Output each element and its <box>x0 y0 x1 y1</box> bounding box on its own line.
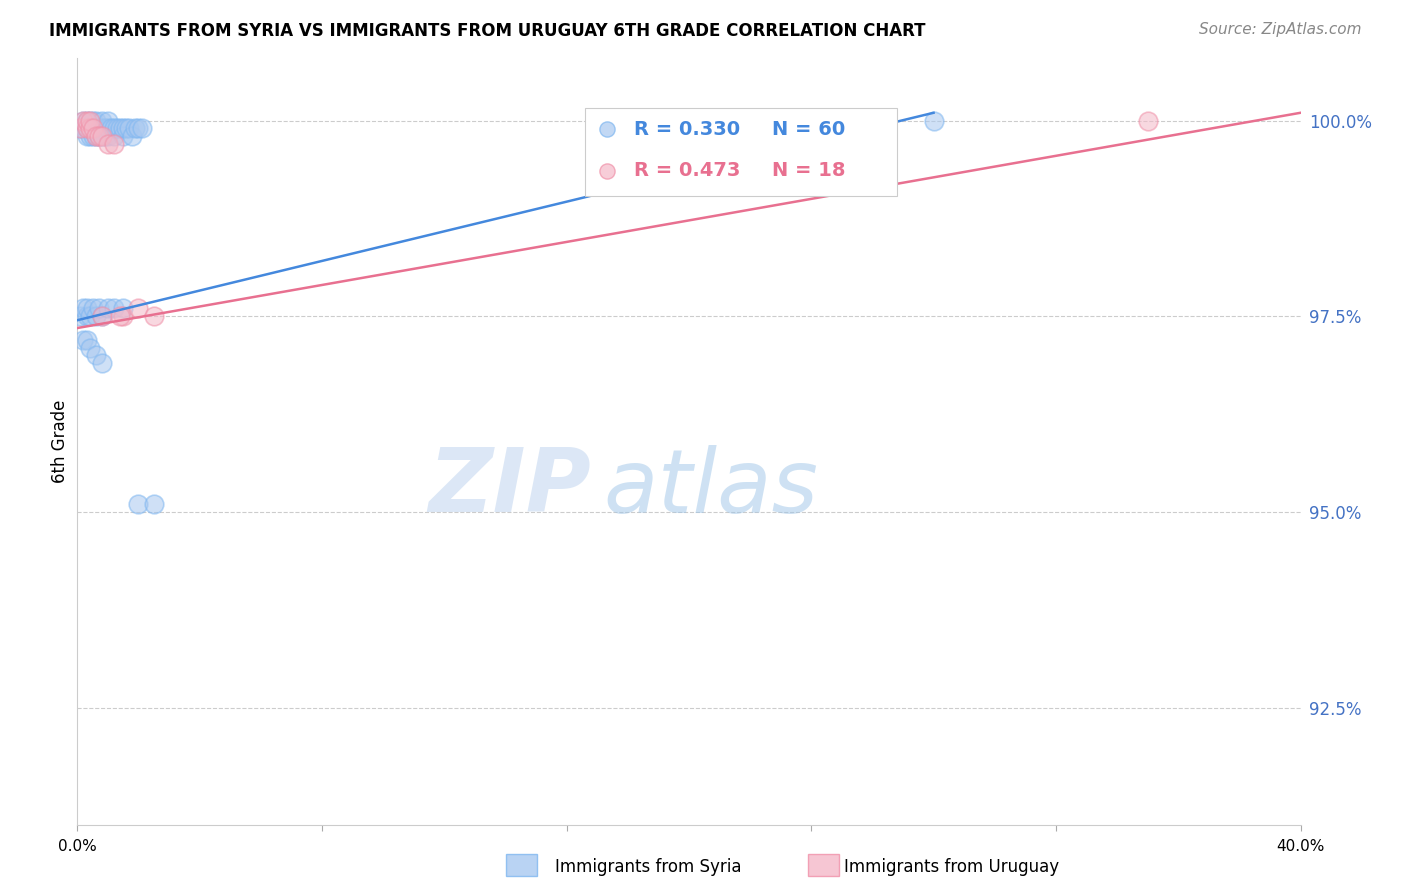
Point <box>94 129 117 144</box>
Text: Immigrants from Syria: Immigrants from Syria <box>555 858 742 876</box>
Point <box>82 301 104 316</box>
Point <box>69 121 91 136</box>
Text: R = 0.330: R = 0.330 <box>634 120 740 139</box>
Point <box>84 121 107 136</box>
Point <box>90 310 112 324</box>
Point <box>127 121 149 136</box>
Point <box>115 121 138 136</box>
Point <box>103 121 125 136</box>
Text: R = 0.473: R = 0.473 <box>634 161 741 180</box>
Point <box>87 301 110 316</box>
Point <box>82 113 104 128</box>
Point <box>97 137 120 152</box>
Point <box>76 301 98 316</box>
Point <box>79 129 101 144</box>
Bar <box>808 854 839 876</box>
Point <box>76 129 98 144</box>
Point <box>100 121 122 136</box>
Point <box>90 129 112 144</box>
Point <box>82 121 104 136</box>
Point <box>105 121 128 136</box>
Point <box>84 113 107 128</box>
Point <box>1391 841 1406 855</box>
Text: N = 60: N = 60 <box>772 120 845 139</box>
Point <box>131 121 153 136</box>
Point <box>76 113 98 128</box>
Point <box>121 129 143 144</box>
Point <box>72 301 94 316</box>
Point <box>79 121 101 136</box>
Point <box>79 113 101 128</box>
Point <box>108 310 131 324</box>
Point <box>87 121 110 136</box>
Y-axis label: 6th Grade: 6th Grade <box>51 400 69 483</box>
Text: N = 18: N = 18 <box>772 161 845 180</box>
Point <box>112 301 135 316</box>
Point <box>922 113 945 128</box>
Point <box>82 129 104 144</box>
Point <box>112 310 135 324</box>
Point <box>76 333 98 347</box>
Point <box>103 129 125 144</box>
Point <box>72 113 94 128</box>
Point <box>84 129 107 144</box>
Point <box>127 301 149 316</box>
Point <box>79 121 101 136</box>
Point <box>90 113 112 128</box>
Text: IMMIGRANTS FROM SYRIA VS IMMIGRANTS FROM URUGUAY 6TH GRADE CORRELATION CHART: IMMIGRANTS FROM SYRIA VS IMMIGRANTS FROM… <box>49 22 925 40</box>
Point <box>84 129 107 144</box>
Point <box>76 310 98 324</box>
Point <box>72 333 94 347</box>
Point <box>142 310 165 324</box>
Point <box>90 310 112 324</box>
Point <box>103 301 125 316</box>
Point <box>112 129 135 144</box>
Point <box>72 113 94 128</box>
Point <box>94 121 117 136</box>
Point <box>112 121 135 136</box>
Point <box>124 121 146 136</box>
Point <box>76 121 98 136</box>
Point <box>90 129 112 144</box>
Point <box>142 497 165 511</box>
Point <box>108 121 131 136</box>
Point <box>87 129 110 144</box>
Point <box>72 121 94 136</box>
Point <box>79 310 101 324</box>
Text: ZIP: ZIP <box>429 444 591 531</box>
Text: atlas: atlas <box>603 444 818 531</box>
Point <box>76 121 98 136</box>
Point <box>76 121 98 136</box>
Point <box>97 113 120 128</box>
Text: Source: ZipAtlas.com: Source: ZipAtlas.com <box>1198 22 1361 37</box>
Point <box>69 310 91 324</box>
Text: 40.0%: 40.0% <box>1277 838 1324 854</box>
Point <box>103 137 125 152</box>
Point <box>79 113 101 128</box>
Point <box>127 497 149 511</box>
Point <box>84 310 107 324</box>
Point <box>79 121 101 136</box>
Point <box>97 121 120 136</box>
Point <box>118 121 141 136</box>
Point <box>76 113 98 128</box>
Point <box>90 356 112 370</box>
Point <box>69 121 91 136</box>
Point <box>82 121 104 136</box>
Text: Immigrants from Uruguay: Immigrants from Uruguay <box>844 858 1059 876</box>
Point <box>79 341 101 355</box>
Point <box>97 301 120 316</box>
Point <box>87 129 110 144</box>
Text: 0.0%: 0.0% <box>58 838 97 854</box>
Point <box>1136 113 1159 128</box>
Point <box>84 348 107 362</box>
Point <box>90 121 112 136</box>
FancyBboxPatch shape <box>585 108 897 196</box>
Bar <box>506 854 537 876</box>
Point <box>97 129 120 144</box>
